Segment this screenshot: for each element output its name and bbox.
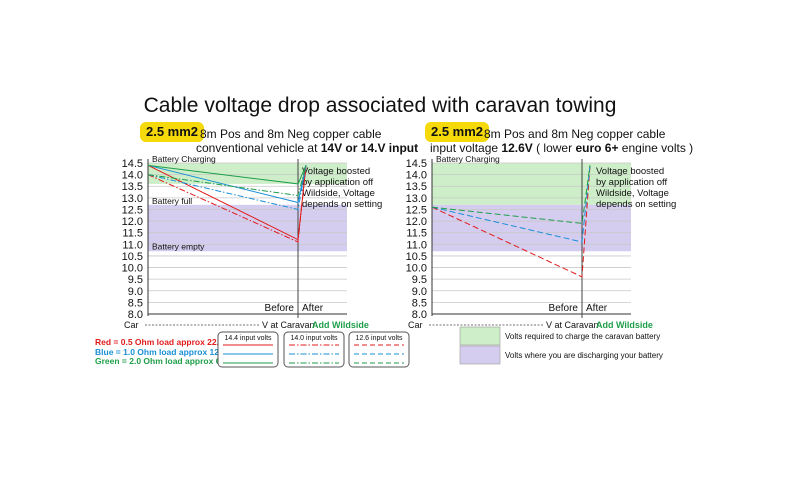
series-line-blue-dashdot (147, 165, 307, 211)
legend-blue-load: Blue = 1.0 Ohm load approx 12A (95, 347, 225, 357)
y-tick-label: 14.5 (406, 158, 427, 170)
x-label-before: Before (549, 303, 579, 314)
y-tick-label: 13.0 (122, 193, 143, 205)
header-bold-text: euro 6+ (575, 141, 619, 155)
series-line-red-dashdot (147, 165, 307, 243)
legend-box-label: 14.4 input volts (224, 335, 272, 342)
y-tick-label: 14.0 (122, 170, 143, 182)
header-text: input voltage (430, 141, 502, 155)
x-label-after: After (586, 303, 608, 314)
x-label-add-wildside: Add Wildside (596, 320, 653, 330)
battery-charging-zone (148, 163, 347, 184)
wildside-annotation: Wildside, Voltage (596, 188, 669, 199)
y-tick-label: 10.0 (122, 263, 143, 275)
zone-legend-charge-label: Volts required to charge the caravan bat… (505, 332, 660, 341)
y-tick-label: 10.5 (122, 251, 143, 263)
zone-legend-swatch-charge (459, 326, 501, 346)
series-line-red-dashed (431, 165, 591, 278)
chart-right-header-line1: 8m Pos and 8m Neg copper cable (484, 127, 666, 141)
y-tick-label: 8.5 (128, 297, 143, 309)
wildside-annotation: Wildside, Voltage (302, 188, 375, 199)
y-tick-label: 13.0 (406, 193, 427, 205)
y-tick-label: 8.0 (412, 309, 427, 321)
zone-label-charging: Battery Charging (152, 154, 216, 164)
zone-label-charging: Battery Charging (436, 154, 500, 164)
y-tick-label: 13.5 (406, 181, 427, 193)
page-title: Cable voltage drop associated with carav… (143, 94, 617, 117)
battery-discharge-zone (148, 204, 347, 252)
header-text: engine volts ) (618, 141, 694, 155)
x-label-car: Car (124, 320, 139, 330)
legend-box-14-4-volts (217, 331, 279, 368)
wildside-annotation: by application off (596, 177, 667, 188)
x-label-after: After (302, 303, 324, 314)
y-tick-label: 12.0 (406, 216, 427, 228)
y-tick-label: 12.5 (406, 204, 427, 216)
x-label-before: Before (265, 303, 295, 314)
header-text: ( lower (532, 141, 576, 155)
y-tick-label: 9.5 (412, 274, 427, 286)
y-tick-label: 11.0 (122, 239, 143, 251)
wildside-annotation: depends on setting (302, 199, 382, 210)
legend-box-label: 12.6 input volts (355, 335, 403, 342)
series-line-green-dashed (431, 165, 591, 224)
y-tick-label: 12.0 (122, 216, 143, 228)
wildside-annotation: Voltage boosted (302, 166, 370, 177)
y-tick-label: 9.5 (128, 274, 143, 286)
chart-left-header-line1: 8m Pos and 8m Neg copper cable (200, 127, 382, 141)
legend-red-load: Red = 0.5 Ohm load approx 22A (95, 337, 223, 347)
y-tick-label: 8.5 (412, 297, 427, 309)
zone-label-battery-empty: Battery empty (152, 241, 205, 251)
y-tick-label: 8.0 (128, 309, 143, 321)
zone-legend-swatch-discharge (459, 345, 501, 365)
header-bold-text: 14V or 14.V input (320, 141, 419, 155)
y-tick-label: 10.5 (406, 251, 427, 263)
y-tick-label: 13.5 (122, 181, 143, 193)
battery-discharge-zone (432, 204, 631, 252)
cable-size-badge-right: 2.5 mm2 (425, 122, 490, 142)
y-tick-label: 12.5 (122, 204, 143, 216)
legend-box-14-0-volts (283, 331, 345, 368)
y-tick-label: 10.0 (406, 263, 427, 275)
wildside-annotation: by application off (302, 177, 373, 188)
y-tick-label: 9.0 (412, 286, 427, 298)
legend-box-12-6-volts (348, 331, 410, 368)
y-tick-label: 14.0 (406, 170, 427, 182)
series-line-blue-dashed (431, 165, 591, 243)
y-tick-label: 11.0 (406, 239, 427, 251)
x-label-add-wildside: Add Wildside (312, 320, 369, 330)
legend-green-load: Green = 2.0 Ohm load approx 6A (95, 356, 227, 366)
series-line-green-solid (147, 164, 307, 185)
zone-legend-discharge-label: Volts where you are discharging your bat… (505, 351, 663, 360)
y-tick-label: 11.5 (122, 228, 143, 240)
y-tick-label: 11.5 (406, 228, 427, 240)
wildside-annotation: Voltage boosted (596, 166, 664, 177)
chart-left-header-line2: conventional vehicle at 14V or 14.V inpu… (196, 141, 418, 155)
y-tick-label: 9.0 (128, 286, 143, 298)
series-line-green-dashdot (147, 165, 307, 197)
header-bold-text: 12.6V (501, 141, 533, 155)
zone-label-battery-full: Battery full (152, 196, 192, 206)
x-label-v-at-caravan: V at Caravan (546, 320, 599, 330)
x-label-v-at-caravan: V at Caravan (262, 320, 315, 330)
legend-box-label: 14.0 input volts (290, 335, 338, 342)
wildside-annotation: depends on setting (596, 199, 676, 210)
header-text: conventional vehicle at (196, 141, 321, 155)
y-tick-label: 14.5 (122, 158, 143, 170)
cable-size-badge-left: 2.5 mm2 (140, 122, 205, 142)
chart-right-header-line2: input voltage 12.6V ( lower euro 6+ engi… (430, 141, 693, 155)
x-label-car: Car (408, 320, 423, 330)
